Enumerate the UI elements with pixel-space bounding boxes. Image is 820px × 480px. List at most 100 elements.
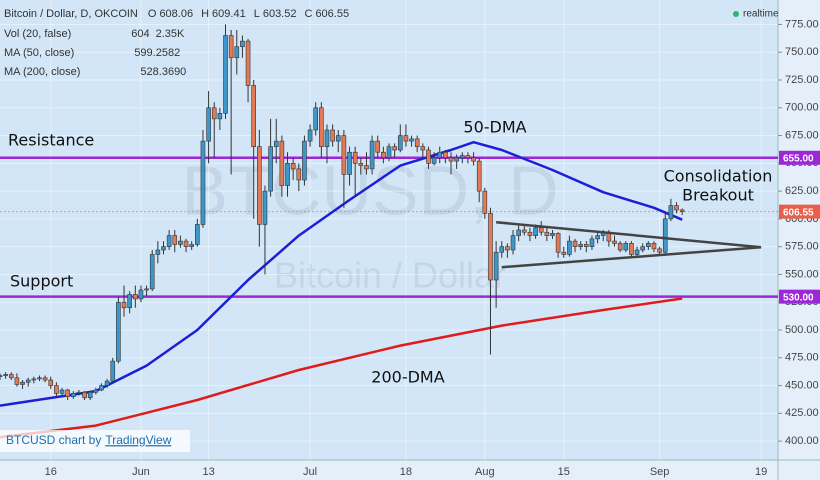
y-tick-label: 425.00	[785, 407, 819, 419]
price-axis	[778, 0, 820, 480]
candle-body	[76, 391, 82, 394]
candle-body	[595, 235, 600, 240]
legend-text: H	[201, 8, 209, 20]
candle-body	[488, 213, 493, 281]
candle-body	[679, 209, 685, 212]
candle-body	[166, 235, 172, 247]
candle-body	[493, 251, 499, 281]
candle-body	[392, 146, 397, 151]
candle-body	[302, 140, 307, 181]
candle-body	[20, 381, 25, 385]
candle-body	[358, 163, 364, 166]
time-axis	[0, 460, 820, 480]
candle-body	[104, 380, 110, 386]
legend-text: L	[254, 8, 260, 20]
candle-body	[93, 389, 99, 393]
candle-body	[369, 140, 375, 170]
candle-body	[133, 294, 138, 300]
legend-text: MA (200, close)	[4, 66, 80, 78]
candle-body	[25, 379, 31, 383]
candle-body	[381, 151, 386, 159]
candle-body	[347, 151, 352, 175]
candle-body	[178, 240, 183, 245]
y-tick-label: 450.00	[785, 379, 819, 391]
candle-body	[454, 157, 459, 162]
candle-body	[59, 389, 65, 394]
candle-body	[0, 375, 3, 377]
candle-body	[617, 243, 623, 251]
x-tick-label: 18	[400, 466, 412, 478]
candle-body	[172, 235, 178, 245]
candle-body	[228, 35, 234, 59]
candle-body	[279, 140, 285, 186]
candle-body	[14, 377, 20, 385]
trendline	[495, 220, 762, 249]
candle-body	[555, 233, 561, 253]
candle-body	[330, 129, 335, 142]
candle-body	[623, 243, 629, 251]
moving-average	[0, 297, 683, 439]
candle-body	[3, 374, 8, 376]
trendline	[501, 245, 762, 269]
price-tag-label: 606.55	[783, 207, 814, 218]
x-tick-label: Aug	[475, 466, 495, 478]
candle-body	[149, 254, 155, 290]
candle-body	[245, 40, 251, 86]
x-tick-label: 15	[558, 466, 570, 478]
candle-body	[646, 243, 651, 247]
candle-body	[200, 140, 206, 225]
candle-body	[640, 246, 645, 251]
status-dot	[733, 11, 739, 17]
candle-body	[189, 244, 194, 247]
candle-body	[448, 157, 454, 162]
y-tick-label: 725.00	[785, 74, 819, 86]
candle-body	[431, 157, 437, 164]
annotation: Breakout	[682, 186, 754, 205]
candle-body	[54, 385, 59, 394]
candle-body	[572, 240, 578, 247]
candle-body	[459, 155, 465, 159]
candle-body	[211, 107, 217, 120]
candle-body	[612, 240, 617, 244]
candle-body	[307, 129, 313, 142]
candle-body	[674, 205, 679, 211]
x-tick-label: 19	[755, 466, 767, 478]
candle-body	[527, 231, 533, 236]
y-tick-label: 575.00	[785, 241, 819, 253]
legend-text: 603.52	[263, 8, 297, 20]
annotation: Consolidation	[664, 167, 773, 186]
credit-box	[0, 430, 190, 452]
x-tick-label: Jul	[303, 466, 317, 478]
candle-body	[522, 229, 527, 233]
candle-body	[414, 138, 420, 147]
candle-body	[584, 244, 589, 247]
watermark: Bitcoin / Dollar	[274, 255, 506, 296]
legend-text: 2.35K	[156, 28, 185, 40]
candle-body	[65, 389, 70, 397]
candle-body	[550, 233, 555, 236]
candle-body	[155, 249, 161, 255]
candle-body	[296, 168, 302, 181]
candle-body	[268, 146, 273, 192]
candle-body	[364, 165, 369, 170]
candle-body	[217, 113, 223, 120]
candle-body	[510, 235, 516, 251]
candle-body	[223, 35, 228, 114]
moving-average	[0, 140, 683, 407]
candle-body	[651, 243, 657, 250]
legend-text: Bitcoin / Dollar, D, OKCOIN	[4, 8, 138, 20]
candle-body	[99, 385, 104, 391]
candle-body	[403, 135, 409, 142]
legend-text: 528.3690	[140, 66, 186, 78]
candle-body	[657, 248, 662, 253]
candle-body	[313, 107, 319, 131]
candle-body	[251, 85, 256, 147]
candle-body	[662, 218, 668, 253]
candle-body	[420, 146, 426, 151]
candle-body	[285, 163, 290, 186]
candle-body	[37, 377, 42, 380]
candle-body	[341, 135, 347, 175]
candle-body	[324, 129, 330, 147]
legend-text: Vol (20, false)	[4, 28, 71, 40]
candle-body	[505, 246, 510, 251]
